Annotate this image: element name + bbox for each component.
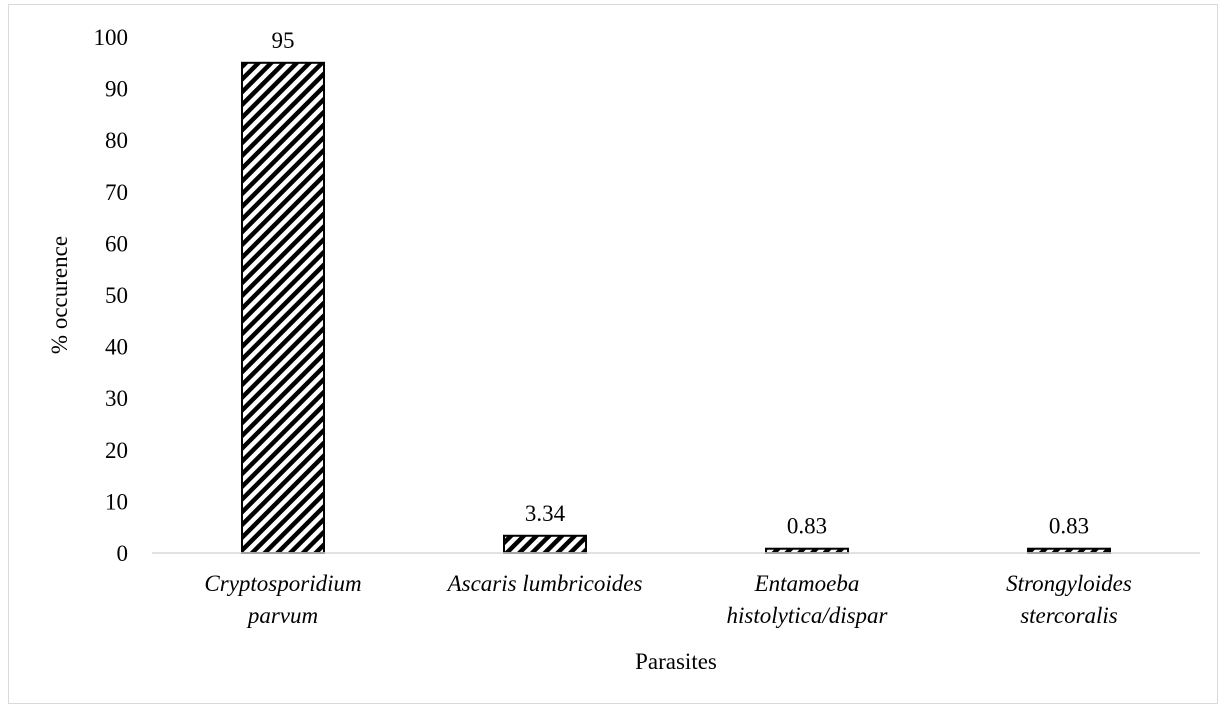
category-label: histolytica/dispar [727,603,889,628]
y-tick-label: 60 [105,231,128,256]
bar [241,61,325,555]
category-label: Entamoeba [754,571,860,596]
y-tick-label: 40 [105,335,128,360]
y-tick-label: 10 [105,489,128,514]
bars [241,61,1111,555]
category-label: Strongyloides [1006,571,1132,596]
y-tick-label: 90 [105,77,128,102]
y-tick-label: 70 [105,180,128,205]
y-tick-label: 0 [117,541,129,566]
y-tick-label: 30 [105,386,128,411]
data-label: 95 [272,28,295,53]
category-label: parvum [246,603,318,628]
x-axis-title: Parasites [635,649,717,674]
category-label: Cryptosporidium [204,571,361,596]
y-tick-label: 20 [105,438,128,463]
y-tick-label: 50 [105,283,128,308]
category-labels: Cryptosporidium parvum Ascaris lumbricoide… [204,571,1131,628]
category-label: Ascaris lumbricoides [446,571,643,596]
y-tick-label: 80 [105,128,128,153]
y-axis-title: % occurence [47,236,72,354]
data-label: 0.83 [787,514,827,539]
y-tick-label: 100 [94,25,129,50]
bar [503,534,587,555]
category-label: stercoralis [1020,603,1118,628]
data-label: 3.34 [525,501,566,526]
chart-frame [8,4,1218,704]
y-axis-ticks: 0 10 20 30 40 50 60 70 80 90 100 [94,25,129,566]
data-label: 0.83 [1049,514,1089,539]
data-labels: 95 3.34 0.83 0.83 [272,28,1090,539]
